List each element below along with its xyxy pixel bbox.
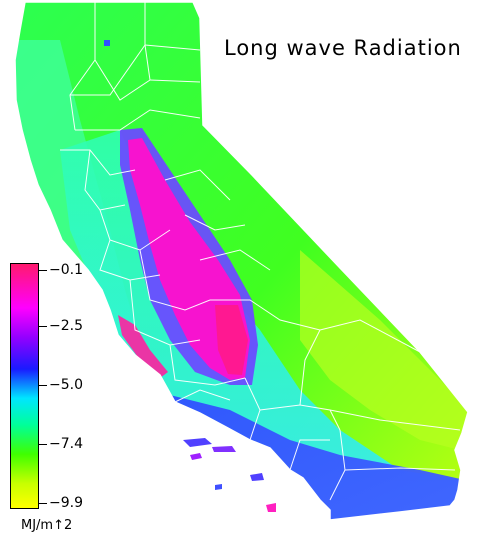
valley-hot-spot: [215, 305, 248, 375]
scale-tick: [39, 503, 47, 504]
scale-label: −7.4: [49, 436, 83, 452]
scale-tick: [39, 326, 47, 327]
state-outline: [14, 1, 469, 521]
scale-tick: [39, 444, 47, 445]
channel-islands: [183, 438, 276, 512]
monterey-coast-strip: [118, 315, 168, 378]
scale-label-min: −9.9: [49, 495, 83, 511]
county-boundaries: [60, 2, 461, 501]
color-scale-bar: [10, 263, 39, 509]
map-title: Long wave Radiation: [224, 36, 462, 60]
scale-tick: [39, 270, 47, 271]
tahoe-lake: [104, 40, 110, 46]
scale-label-max: −0.1: [49, 262, 83, 278]
scale-label: −5.0: [49, 377, 83, 393]
south-coast-region: [170, 395, 465, 520]
scale-unit: MJ/m↑2: [21, 518, 73, 533]
scale-label: −2.5: [49, 318, 83, 334]
scale-tick: [39, 385, 47, 386]
southeast-desert-region: [300, 250, 468, 450]
